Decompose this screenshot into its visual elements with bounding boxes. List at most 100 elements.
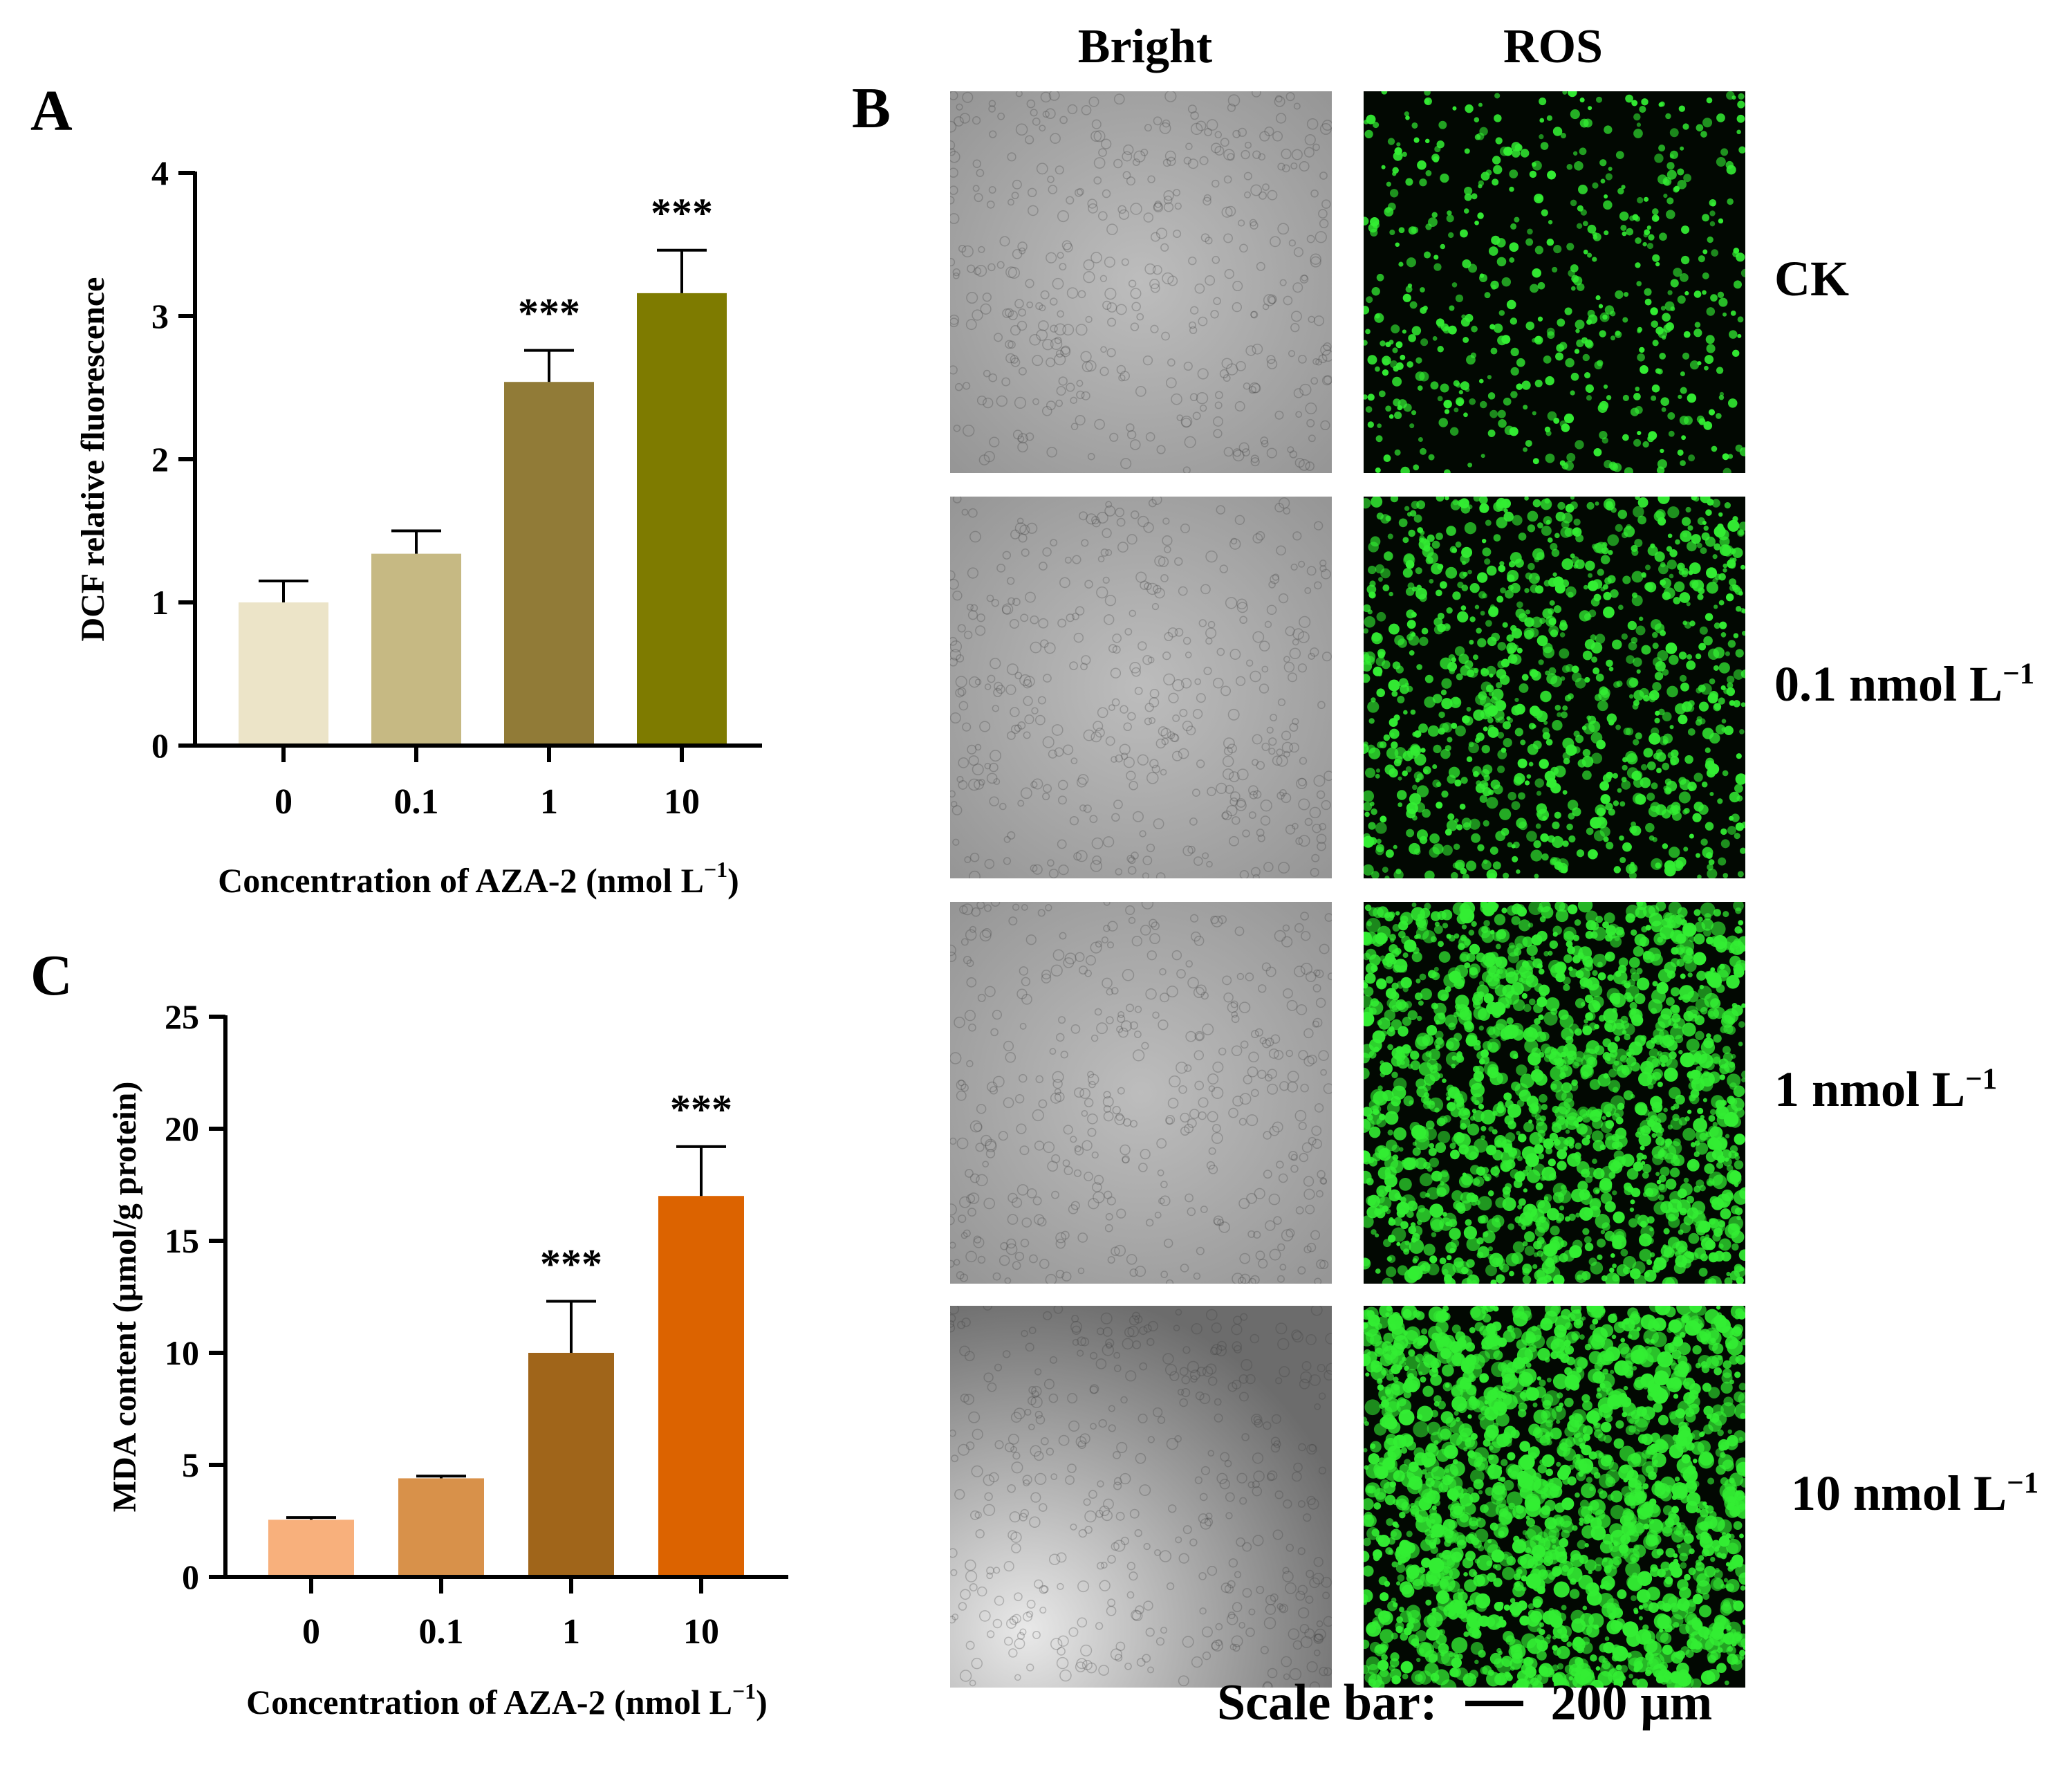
bright-cell (1196, 984, 1207, 995)
ros-cell (1404, 682, 1410, 687)
bright-cell (976, 395, 987, 406)
bright-cell (1312, 1020, 1319, 1028)
bright-cell (1007, 1484, 1016, 1493)
ros-cell (1471, 833, 1481, 843)
bright-cell (996, 684, 1005, 694)
ros-cell (1655, 1136, 1665, 1146)
ros-cell (1375, 564, 1385, 574)
ros-cell (1461, 1277, 1473, 1284)
bright-cell (1313, 521, 1324, 530)
bright-cell (1298, 560, 1306, 568)
ros-cell (1479, 506, 1486, 513)
ros-cell (1631, 821, 1637, 827)
ros-cell (1726, 91, 1735, 100)
bright-cell (1039, 124, 1046, 132)
bright-cell (1252, 91, 1261, 98)
significance-10: *** (651, 190, 713, 236)
bright-cell (1093, 1191, 1105, 1203)
bright-cell (1106, 988, 1114, 996)
bright-cell (1297, 1547, 1306, 1555)
ros-cell (1726, 675, 1735, 684)
bright-cell (1250, 670, 1261, 683)
bright-cell (1040, 290, 1050, 299)
ros-cell (1675, 703, 1687, 714)
bright-cell (971, 1465, 983, 1477)
ros-cell (1460, 867, 1467, 875)
bright-cell (1158, 726, 1169, 737)
ros-cell (1734, 833, 1740, 840)
bright-cell (1162, 652, 1171, 661)
bright-cell (1190, 111, 1199, 120)
ros-cell (1590, 642, 1603, 654)
ros-cell (1364, 340, 1368, 346)
ros-cell (1384, 1111, 1399, 1125)
bright-cell (1070, 1523, 1077, 1531)
bright-cell (1062, 324, 1075, 336)
ros-cell (1471, 1108, 1477, 1114)
bright-cell (1262, 303, 1270, 311)
ros-cell (1368, 565, 1377, 575)
bright-cell (1186, 726, 1196, 736)
bright-cell (1077, 1267, 1085, 1275)
bright-cell (1036, 329, 1048, 341)
ros-cell (1709, 1010, 1715, 1017)
ros-cell (1631, 770, 1642, 781)
bright-cell (1048, 1553, 1061, 1565)
ros-cell (1485, 684, 1494, 693)
bright-cell (1229, 538, 1241, 550)
bright-cell (1274, 930, 1286, 942)
bright-cell (1190, 306, 1199, 315)
ros-cell (1425, 556, 1433, 564)
ros-cell (1486, 1026, 1496, 1035)
ros-cell (1549, 600, 1555, 606)
ros-cell (1433, 625, 1444, 635)
bright-cell (1238, 1118, 1247, 1126)
ros-cell (1465, 860, 1477, 871)
bright-cell (1279, 279, 1287, 286)
ros-cell (1379, 741, 1387, 748)
ros-cell (1522, 1241, 1528, 1247)
bright-cell (989, 436, 1000, 447)
ros-cell (1536, 1199, 1545, 1209)
ros-cell (1713, 1227, 1723, 1237)
bright-cell (1167, 275, 1178, 286)
ros-cell (1475, 694, 1487, 705)
ros-cell (1459, 953, 1469, 963)
bright-cell (1252, 1486, 1263, 1497)
ros-cell (1693, 497, 1700, 502)
bright-cell (966, 977, 977, 988)
bright-cell (1043, 784, 1052, 793)
bright-cell (1167, 731, 1176, 739)
bright-cell (1094, 418, 1105, 430)
ros-cell (1430, 1100, 1435, 1105)
bright-cell (950, 167, 958, 178)
ros-cell (1526, 944, 1538, 957)
ros-cell (1533, 840, 1541, 849)
ros-cell (1586, 1167, 1597, 1178)
ros-cell (1496, 517, 1507, 528)
y-axis-label: MDA content (µmol/g protein) (106, 1082, 143, 1513)
ros-cell (1679, 674, 1687, 682)
ros-cell (1731, 1243, 1739, 1251)
ros-cell (1595, 634, 1606, 644)
bright-cell (1244, 141, 1252, 149)
bright-cell (1023, 678, 1032, 689)
ros-cell (1659, 232, 1667, 241)
ros-cell (1564, 1216, 1570, 1222)
ros-cell (1625, 913, 1635, 923)
bright-cell (1222, 755, 1234, 768)
ros-cell (1377, 423, 1382, 428)
ros-cell (1532, 1264, 1538, 1269)
bright-cell (966, 959, 974, 968)
ros-cell (1737, 333, 1742, 338)
bright-cell (950, 1429, 956, 1437)
ros-cell (1709, 210, 1716, 216)
ros-cell (1385, 1208, 1391, 1214)
ros-cell (1586, 501, 1595, 510)
bright-cell (968, 755, 979, 766)
bright-cell (1041, 1437, 1049, 1445)
bright-cell (1238, 1001, 1251, 1013)
ros-cell (1626, 1051, 1632, 1057)
ros-cell (1492, 861, 1501, 870)
bright-cell (956, 654, 965, 663)
